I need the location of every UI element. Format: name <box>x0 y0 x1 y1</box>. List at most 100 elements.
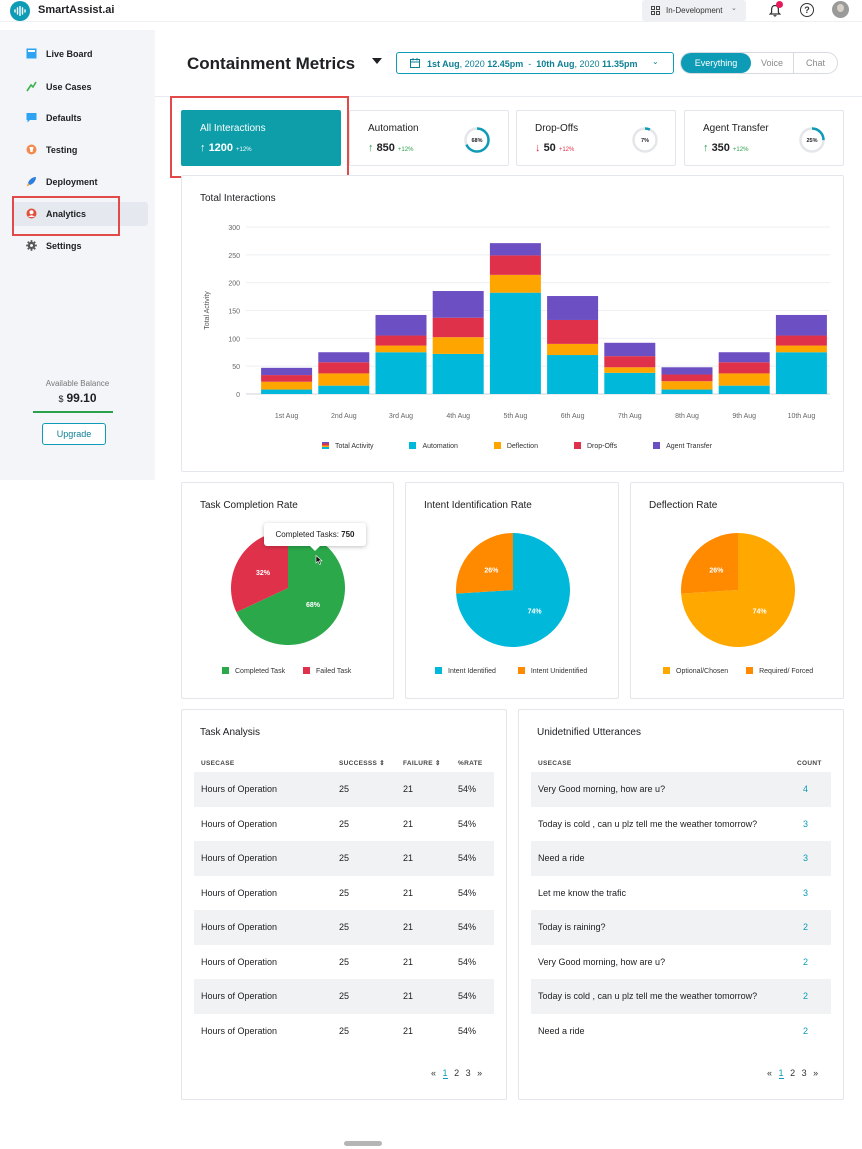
pager-page[interactable]: 1 <box>778 1068 784 1079</box>
bar-automation-2[interactable] <box>318 385 370 394</box>
sidebar-item-analytics[interactable]: Analytics <box>12 202 148 226</box>
tab-everything[interactable]: Everything <box>681 53 751 73</box>
sidebar-item-live-board[interactable]: Live Board <box>12 42 148 66</box>
bar-automation-7[interactable] <box>604 372 656 394</box>
table-row[interactable]: Hours of Operation 25 21 54% <box>194 1014 494 1049</box>
table-row[interactable]: Today is cold , can u plz tell me the we… <box>531 807 831 842</box>
sidebar-item-testing[interactable]: Testing <box>12 138 148 162</box>
table-row[interactable]: Need a ride 2 <box>531 1014 831 1049</box>
bar-agent-transfer-3[interactable] <box>375 314 427 336</box>
legend-item-completed[interactable]: Completed Task <box>222 667 285 675</box>
sidebar-item-defaults[interactable]: Defaults <box>12 106 148 130</box>
bar-agent-transfer-5[interactable] <box>489 243 541 256</box>
bar-agent-transfer-7[interactable] <box>604 342 656 357</box>
title-dropdown-icon[interactable] <box>372 58 382 64</box>
bar-automation-8[interactable] <box>661 389 713 394</box>
bar-deflection-9[interactable] <box>718 373 770 386</box>
bar-automation-4[interactable] <box>432 353 484 394</box>
bar-deflection-10[interactable] <box>775 345 827 353</box>
kpi-all-interactions[interactable]: All Interactions ↑ 1200 +12% <box>181 110 341 166</box>
table-row[interactable]: Hours of Operation 25 21 54% <box>194 876 494 911</box>
bar-drop-offs-2[interactable] <box>318 362 370 374</box>
pie-slice-1[interactable] <box>681 533 795 647</box>
kpi-automation[interactable]: Automation ↑ 850 +12% 68% <box>349 110 509 166</box>
bar-automation-5[interactable] <box>489 292 541 394</box>
legend-item-failed[interactable]: Failed Task <box>303 667 351 675</box>
tab-voice[interactable]: Voice <box>751 53 794 73</box>
bar-agent-transfer-9[interactable] <box>718 352 770 363</box>
bar-drop-offs-7[interactable] <box>604 356 656 368</box>
legend-item-identified[interactable]: Intent Identified <box>435 667 496 675</box>
table-row[interactable]: Let me know the trafic 3 <box>531 876 831 911</box>
count-link[interactable]: 3 <box>803 818 809 829</box>
bar-automation-9[interactable] <box>718 385 770 394</box>
bar-agent-transfer-1[interactable] <box>261 367 313 376</box>
sidebar-item-deployment[interactable]: Deployment <box>12 170 148 194</box>
legend-item-total-activity[interactable]: Total Activity <box>322 442 374 450</box>
pager-prev-icon[interactable]: « <box>431 1068 437 1078</box>
bar-deflection-1[interactable] <box>261 381 313 390</box>
legend-item-automation[interactable]: Automation <box>409 442 458 450</box>
upgrade-button[interactable]: Upgrade <box>42 423 106 445</box>
table-row[interactable]: Hours of Operation 25 21 54% <box>194 841 494 876</box>
pie-slice-2[interactable] <box>456 533 513 594</box>
count-link[interactable]: 2 <box>797 979 831 1014</box>
pager-page[interactable]: 1 <box>442 1068 448 1079</box>
bar-agent-transfer-10[interactable] <box>775 314 827 336</box>
table-row[interactable]: Need a ride 3 <box>531 841 831 876</box>
legend-item-optional[interactable]: Optional/Chosen <box>663 667 728 675</box>
avatar[interactable] <box>832 1 849 18</box>
bar-automation-1[interactable] <box>261 389 313 394</box>
pie-slice-1[interactable] <box>456 533 570 647</box>
environment-select[interactable]: In-Development ⌄ <box>642 0 746 21</box>
sidebar-item-use-cases[interactable]: Use Cases <box>12 75 148 99</box>
bar-agent-transfer-8[interactable] <box>661 367 713 375</box>
bar-agent-transfer-6[interactable] <box>547 296 599 320</box>
legend-item-required[interactable]: Required/ Forced <box>746 667 813 675</box>
table-row[interactable]: Hours of Operation 25 21 54% <box>194 979 494 1014</box>
bar-drop-offs-1[interactable] <box>261 375 313 382</box>
bar-automation-6[interactable] <box>547 355 599 394</box>
count-link[interactable]: 2 <box>803 1025 809 1036</box>
legend-item-agent-transfer[interactable]: Agent Transfer <box>653 442 712 450</box>
column-header-sortable[interactable]: SUCCESSS ⇕ <box>339 754 403 772</box>
table-row[interactable]: Very Good morning, how are u? 4 <box>531 772 831 807</box>
bar-agent-transfer-2[interactable] <box>318 352 370 363</box>
pager-next-icon[interactable]: » <box>813 1068 819 1078</box>
bar-drop-offs-8[interactable] <box>661 374 713 382</box>
bar-deflection-4[interactable] <box>432 337 484 354</box>
kpi-agent-transfer[interactable]: Agent Transfer ↑ 350 +12% 25% <box>684 110 844 166</box>
pie-slice-2[interactable] <box>231 531 288 613</box>
bar-drop-offs-3[interactable] <box>375 335 427 346</box>
pager-page[interactable]: 3 <box>465 1068 471 1078</box>
pie-slice-2[interactable] <box>681 533 738 594</box>
table-row[interactable]: Hours of Operation 25 21 54% <box>194 945 494 980</box>
legend-item-drop-offs[interactable]: Drop-Offs <box>573 442 617 450</box>
bar-drop-offs-5[interactable] <box>489 255 541 275</box>
bar-drop-offs-9[interactable] <box>718 362 770 374</box>
count-link[interactable]: 3 <box>803 887 809 898</box>
count-link[interactable]: 2 <box>803 956 809 967</box>
bar-deflection-8[interactable] <box>661 381 713 390</box>
count-link[interactable]: 2 <box>797 910 831 945</box>
scroll-handle[interactable] <box>344 1141 382 1146</box>
pager-next-icon[interactable]: » <box>477 1068 483 1078</box>
pager-prev-icon[interactable]: « <box>767 1068 773 1078</box>
tab-chat[interactable]: Chat <box>805 58 825 68</box>
column-header-sortable[interactable]: FAILURE ⇕ <box>403 754 458 772</box>
bar-automation-3[interactable] <box>375 352 427 394</box>
help-icon[interactable]: ? <box>800 3 814 17</box>
bar-deflection-6[interactable] <box>547 343 599 356</box>
bar-automation-10[interactable] <box>775 352 827 394</box>
table-row[interactable]: Hours of Operation 25 21 54% <box>194 807 494 842</box>
pager-page[interactable]: 3 <box>801 1068 807 1078</box>
date-range-picker[interactable]: 1st Aug, 2020 12.45pm - 10th Aug, 2020 1… <box>396 52 674 74</box>
pager-page[interactable]: 2 <box>454 1068 460 1078</box>
bar-drop-offs-6[interactable] <box>547 319 599 344</box>
bar-drop-offs-4[interactable] <box>432 317 484 338</box>
bar-deflection-2[interactable] <box>318 373 370 386</box>
table-row[interactable]: Very Good morning, how are u? 2 <box>531 945 831 980</box>
table-row[interactable]: Today is cold , can u plz tell me the we… <box>531 979 831 1014</box>
sidebar-item-settings[interactable]: Settings <box>12 234 148 258</box>
legend-item-deflection[interactable]: Deflection <box>493 442 538 450</box>
